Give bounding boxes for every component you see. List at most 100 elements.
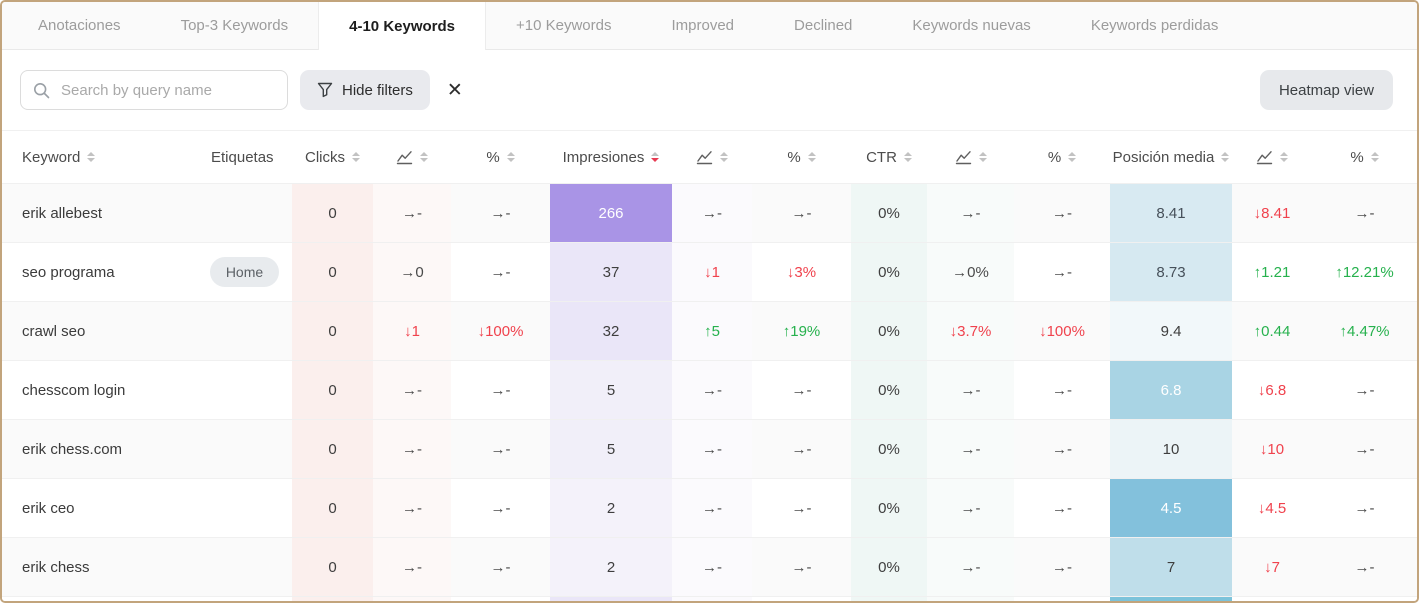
- cell-tag: [197, 302, 292, 360]
- cell-clicks: 0: [292, 538, 373, 596]
- cell-ctr-trend: →-: [927, 420, 1014, 478]
- table-row[interactable]: crawl seo 0 ↓1 ↓100% 32 ↑5 ↑19% 0% ↓3.7% ↓100% 9.4…: [2, 302, 1417, 361]
- cell-impressions-percent: [752, 597, 851, 601]
- cell-ctr-percent: →-: [1014, 184, 1110, 242]
- column-header-impresiones-trend[interactable]: [672, 131, 752, 183]
- tab-top3-keywords[interactable]: Top-3 Keywords: [180, 17, 289, 34]
- trend-value: →0: [400, 263, 424, 281]
- trend-value: →-: [791, 558, 812, 576]
- column-header-ctr[interactable]: CTR: [851, 131, 927, 183]
- cell-position: 6.8: [1110, 361, 1232, 419]
- cell-impressions-trend: →-: [672, 479, 752, 537]
- column-label: Posición media: [1112, 148, 1215, 166]
- trend-value: ↓100%: [1039, 322, 1085, 340]
- etiqueta-tag: Home: [209, 257, 280, 287]
- cell-clicks-trend: →-: [373, 361, 451, 419]
- tab-anotaciones[interactable]: Anotaciones: [38, 17, 121, 34]
- cell-ctr-percent: ↓100%: [1014, 302, 1110, 360]
- sort-carets-icon: [1221, 152, 1230, 162]
- trend-value: ↓3%: [786, 263, 817, 281]
- table-row-partial: [2, 597, 1417, 601]
- table-row[interactable]: erik chess 0 →- →- 2 →- →- 0% →- →- 7 ↓7 →-: [2, 538, 1417, 597]
- tab-improved[interactable]: Improved: [671, 17, 735, 34]
- cell-impressions: 5: [550, 420, 672, 478]
- sort-carets-icon: [720, 152, 728, 162]
- cell-impressions-percent: →-: [752, 184, 851, 242]
- tab-plus10-keywords[interactable]: +10 Keywords: [516, 17, 612, 34]
- sort-carets-icon: [903, 152, 912, 162]
- column-header-etiquetas: Etiquetas: [197, 131, 292, 183]
- column-header-impresiones[interactable]: Impresiones: [550, 131, 672, 183]
- search-input[interactable]: [59, 80, 275, 100]
- cell-position-percent: →-: [1312, 184, 1417, 242]
- table-header: Keyword Etiquetas Clicks% Impresiones% CTR% P…: [2, 130, 1417, 184]
- cell-ctr-trend: →-: [927, 538, 1014, 596]
- cell-clicks-trend: →0: [373, 243, 451, 301]
- filter-toolbar: Hide filters ✕ Heatmap view: [2, 50, 1417, 130]
- cell-tag: [197, 479, 292, 537]
- cell-clicks: 0: [292, 420, 373, 478]
- cell-position: 9.4: [1110, 302, 1232, 360]
- column-header-clicks[interactable]: Clicks: [292, 131, 373, 183]
- trend-value: →-: [490, 499, 511, 517]
- tab-keywords-nuevas[interactable]: Keywords nuevas: [912, 17, 1031, 34]
- cell-clicks-percent: ↓100%: [451, 302, 550, 360]
- trend-value: ↑4.47%: [1339, 322, 1390, 340]
- trend-value: →-: [490, 204, 511, 222]
- table-row[interactable]: erik ceo 0 →- →- 2 →- →- 0% →- →- 4.5 ↓4.5 →-: [2, 479, 1417, 538]
- trend-value: ↓6.8: [1257, 381, 1287, 399]
- sort-carets-icon: [352, 152, 360, 162]
- trend-value: →-: [402, 499, 422, 517]
- column-header-posicion-media-trend[interactable]: [1232, 131, 1312, 183]
- cell-impressions-percent: →-: [752, 538, 851, 596]
- cell-impressions-percent: →-: [752, 361, 851, 419]
- cell-impressions-trend: ↓1: [672, 243, 752, 301]
- tab-4-10-keywords[interactable]: 4-10 Keywords: [318, 2, 487, 50]
- column-header-clicks-percent[interactable]: %: [451, 131, 550, 183]
- sort-carets-icon: [87, 152, 96, 162]
- table-row[interactable]: erik allebest 0 →- →- 266 →- →- 0% →- →- 8.41 ↓8.41…: [2, 184, 1417, 243]
- table-row[interactable]: erik chess.com 0 →- →- 5 →- →- 0% →- →- 10 ↓10 →-: [2, 420, 1417, 479]
- table-row[interactable]: seo programa Home 0 →0 →- 37 ↓1 ↓3% 0% →0% →- 8.73 ↑…: [2, 243, 1417, 302]
- cell-position-percent: ↑12.21%: [1312, 243, 1417, 301]
- clear-filters-icon[interactable]: ✕: [446, 79, 463, 101]
- cell-ctr: [851, 597, 927, 601]
- tab-bar: Anotaciones Top-3 Keywords 4-10 Keywords…: [2, 2, 1417, 50]
- cell-ctr-percent: →-: [1014, 479, 1110, 537]
- keywords-table: Keyword Etiquetas Clicks% Impresiones% CTR% P…: [2, 130, 1417, 601]
- column-header-clicks-trend[interactable]: [373, 131, 451, 183]
- trend-value: →-: [960, 499, 981, 517]
- column-label: Etiquetas: [211, 148, 274, 166]
- hide-filters-button[interactable]: Hide filters: [300, 70, 430, 110]
- cell-clicks: [292, 597, 373, 601]
- cell-position: 4.5: [1110, 479, 1232, 537]
- column-header-impresiones-percent[interactable]: %: [752, 131, 851, 183]
- cell-impressions-percent: ↑19%: [752, 302, 851, 360]
- column-header-ctr-percent[interactable]: %: [1014, 131, 1110, 183]
- trend-value: ↑0.44: [1253, 322, 1291, 340]
- cell-keyword: erik chess: [22, 558, 90, 576]
- cell-impressions-percent: ↓3%: [752, 243, 851, 301]
- trend-value: →-: [702, 204, 722, 222]
- trend-value: →-: [791, 381, 812, 399]
- column-header-posicion-media-percent[interactable]: %: [1312, 131, 1417, 183]
- column-header-ctr-trend[interactable]: [927, 131, 1014, 183]
- cell-keyword: erik chess.com: [22, 440, 123, 458]
- sort-carets-icon: [1068, 152, 1077, 162]
- trend-value: →-: [490, 558, 511, 576]
- cell-clicks-percent: →-: [451, 184, 550, 242]
- column-header-keyword[interactable]: Keyword: [2, 131, 197, 183]
- column-header-posicion-media[interactable]: Posición media: [1110, 131, 1232, 183]
- heatmap-view-button[interactable]: Heatmap view: [1259, 70, 1393, 110]
- cell-clicks-percent: →-: [451, 420, 550, 478]
- cell-position-percent: →-: [1312, 479, 1417, 537]
- tab-keywords-perdidas[interactable]: Keywords perdidas: [1090, 17, 1219, 34]
- cell-impressions: 266: [550, 184, 672, 242]
- cell-impressions-trend: →-: [672, 361, 752, 419]
- cell-ctr: 0%: [851, 302, 927, 360]
- cell-position-percent: →-: [1312, 420, 1417, 478]
- cell-impressions-trend: ↑5: [672, 302, 752, 360]
- table-row[interactable]: chesscom login 0 →- →- 5 →- →- 0% →- →- 6.8 ↓6.8 →-: [2, 361, 1417, 420]
- trend-value: →-: [702, 381, 722, 399]
- tab-declined[interactable]: Declined: [794, 17, 853, 34]
